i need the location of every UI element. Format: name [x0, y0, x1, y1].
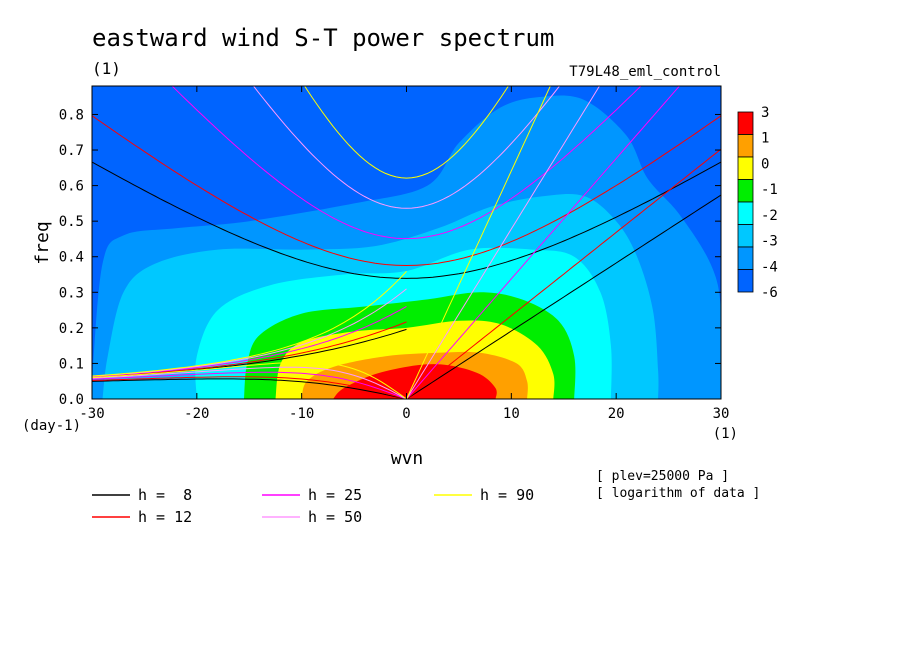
colorbar-swatch — [737, 156, 754, 180]
colorbar-label: -2 — [761, 208, 778, 224]
legend-label: h = 90 — [480, 486, 534, 504]
dispersion-curve-rossby-4 — [92, 361, 407, 399]
colorbar-swatch — [737, 269, 754, 293]
colorbar-swatch — [737, 111, 754, 135]
y-tick-label: 0.7 — [59, 143, 84, 159]
dispersion-curve-rossby-0 — [92, 378, 407, 399]
colorbar-label: 0 — [761, 156, 769, 172]
dispersion-curve-kelvin-1 — [406, 148, 721, 399]
y-unit-label: (day-1) — [22, 418, 81, 434]
colorbar-swatch — [737, 201, 754, 225]
legend-label: h = 12 — [138, 508, 192, 526]
x-unit-label: (1) — [713, 426, 738, 442]
legend: h = 8 h = 12 h = 25 h = 50 h = 90 — [92, 486, 534, 526]
chart-subtitle-left: (1) — [92, 59, 121, 78]
dispersion-curve-mrg-2 — [92, 305, 407, 378]
colorbar-label: 1 — [761, 131, 769, 147]
dispersion-curve-kelvin-4 — [406, 86, 551, 399]
x-axis-label: wvn — [391, 448, 424, 469]
x-tick-label: 30 — [713, 406, 730, 422]
colorbar-swatch — [737, 179, 754, 203]
x-tick-label: -20 — [184, 406, 209, 422]
dispersion-curve-ig1-0 — [92, 161, 721, 279]
dispersion-curve-mrg-1 — [92, 321, 407, 378]
colorbar-label: -1 — [761, 182, 778, 198]
y-tick-label: 0.1 — [59, 356, 84, 372]
y-tick-label: 0.5 — [59, 214, 84, 230]
colorbar-label: -4 — [761, 259, 778, 275]
colorbar-swatch — [737, 224, 754, 248]
legend-label: h = 8 — [138, 486, 192, 504]
colorbar-swatch — [737, 246, 754, 270]
y-tick-label: 0.0 — [59, 392, 84, 408]
dispersion-curve-kelvin-0 — [406, 194, 721, 399]
dispersion-curve-kelvin-3 — [406, 86, 601, 399]
annotation-log: [ logarithm of data ] — [596, 486, 760, 501]
y-tick-label: 0.2 — [59, 321, 84, 337]
legend-label: h = 25 — [308, 486, 362, 504]
dispersion-curve-rossby-3 — [92, 366, 407, 399]
dispersion-curve-ig1-2 — [171, 86, 642, 240]
x-tick-label: -30 — [79, 406, 104, 422]
chart-title: eastward wind S-T power spectrum — [92, 24, 554, 52]
dispersion-curve-ig1-3 — [252, 86, 561, 209]
annotation-plev: [ plev=25000 Pa ] — [596, 469, 729, 484]
y-tick-label: 0.3 — [59, 285, 84, 301]
dispersion-curve-ig1-4 — [304, 86, 509, 179]
x-tick-label: 10 — [503, 406, 520, 422]
chart-subtitle-right: T79L48_eml_control — [569, 64, 721, 80]
dispersion-curve-kelvin-2 — [406, 86, 681, 399]
x-tick-label: -10 — [289, 406, 314, 422]
y-tick-label: 0.4 — [59, 250, 84, 266]
colorbar-label: 3 — [761, 105, 769, 121]
dispersion-curve-ig1-1 — [92, 115, 721, 267]
dispersion-curve-rossby-1 — [92, 376, 407, 399]
dispersion-curve-mrg-4 — [92, 271, 407, 377]
dispersion-curves — [92, 86, 721, 399]
legend-label: h = 50 — [308, 508, 362, 526]
y-axis-label: freq — [32, 221, 53, 264]
y-tick-label: 0.8 — [59, 107, 84, 123]
y-axis-ticks: 0.0 0.1 0.2 0.3 0.4 0.5 0.6 0.7 0.8 — [59, 107, 721, 408]
dispersion-curve-rossby-2 — [92, 371, 407, 399]
colorbar-label: -6 — [761, 285, 778, 301]
colorbar: 3 1 0 -1 -2 -3 -4 -6 — [737, 105, 778, 301]
x-axis-ticks: -30 -20 -10 0 10 20 30 — [79, 86, 729, 422]
colorbar-label: -3 — [761, 234, 778, 250]
x-tick-label: 0 — [402, 406, 410, 422]
x-tick-label: 20 — [608, 406, 625, 422]
colorbar-swatch — [737, 134, 754, 158]
y-tick-label: 0.6 — [59, 179, 84, 195]
